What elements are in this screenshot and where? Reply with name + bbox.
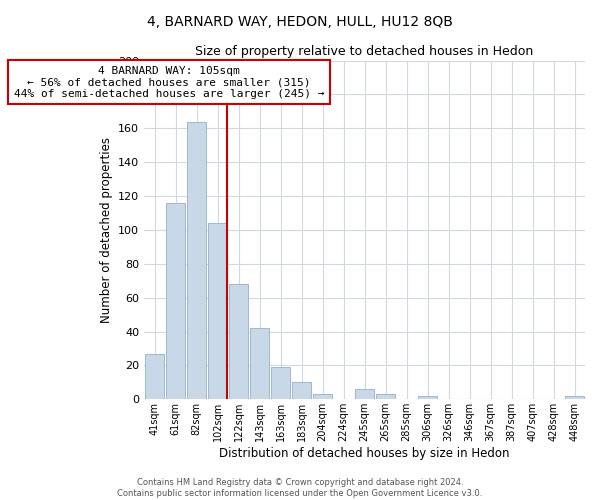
Bar (355, 389, 374, 400)
Text: 4 BARNARD WAY: 105sqm
← 56% of detached houses are smaller (315)
44% of semi-det: 4 BARNARD WAY: 105sqm ← 56% of detached … (14, 66, 324, 99)
Title: Size of property relative to detached houses in Hedon: Size of property relative to detached ho… (196, 45, 533, 58)
Bar (145, 354, 164, 400)
Text: 4, BARNARD WAY, HEDON, HULL, HU12 8QB: 4, BARNARD WAY, HEDON, HULL, HU12 8QB (147, 15, 453, 29)
Bar (250, 328, 269, 400)
Text: Contains HM Land Registry data © Crown copyright and database right 2024.
Contai: Contains HM Land Registry data © Crown c… (118, 478, 482, 498)
Bar (313, 394, 332, 400)
Bar (418, 396, 437, 400)
Bar (271, 367, 290, 400)
Y-axis label: Number of detached properties: Number of detached properties (100, 137, 113, 323)
Bar (187, 122, 206, 400)
Bar (208, 223, 227, 400)
Bar (229, 284, 248, 400)
X-axis label: Distribution of detached houses by size in Hedon: Distribution of detached houses by size … (220, 447, 510, 460)
Bar (166, 203, 185, 400)
Bar (376, 394, 395, 400)
Bar (292, 382, 311, 400)
Bar (565, 396, 584, 400)
